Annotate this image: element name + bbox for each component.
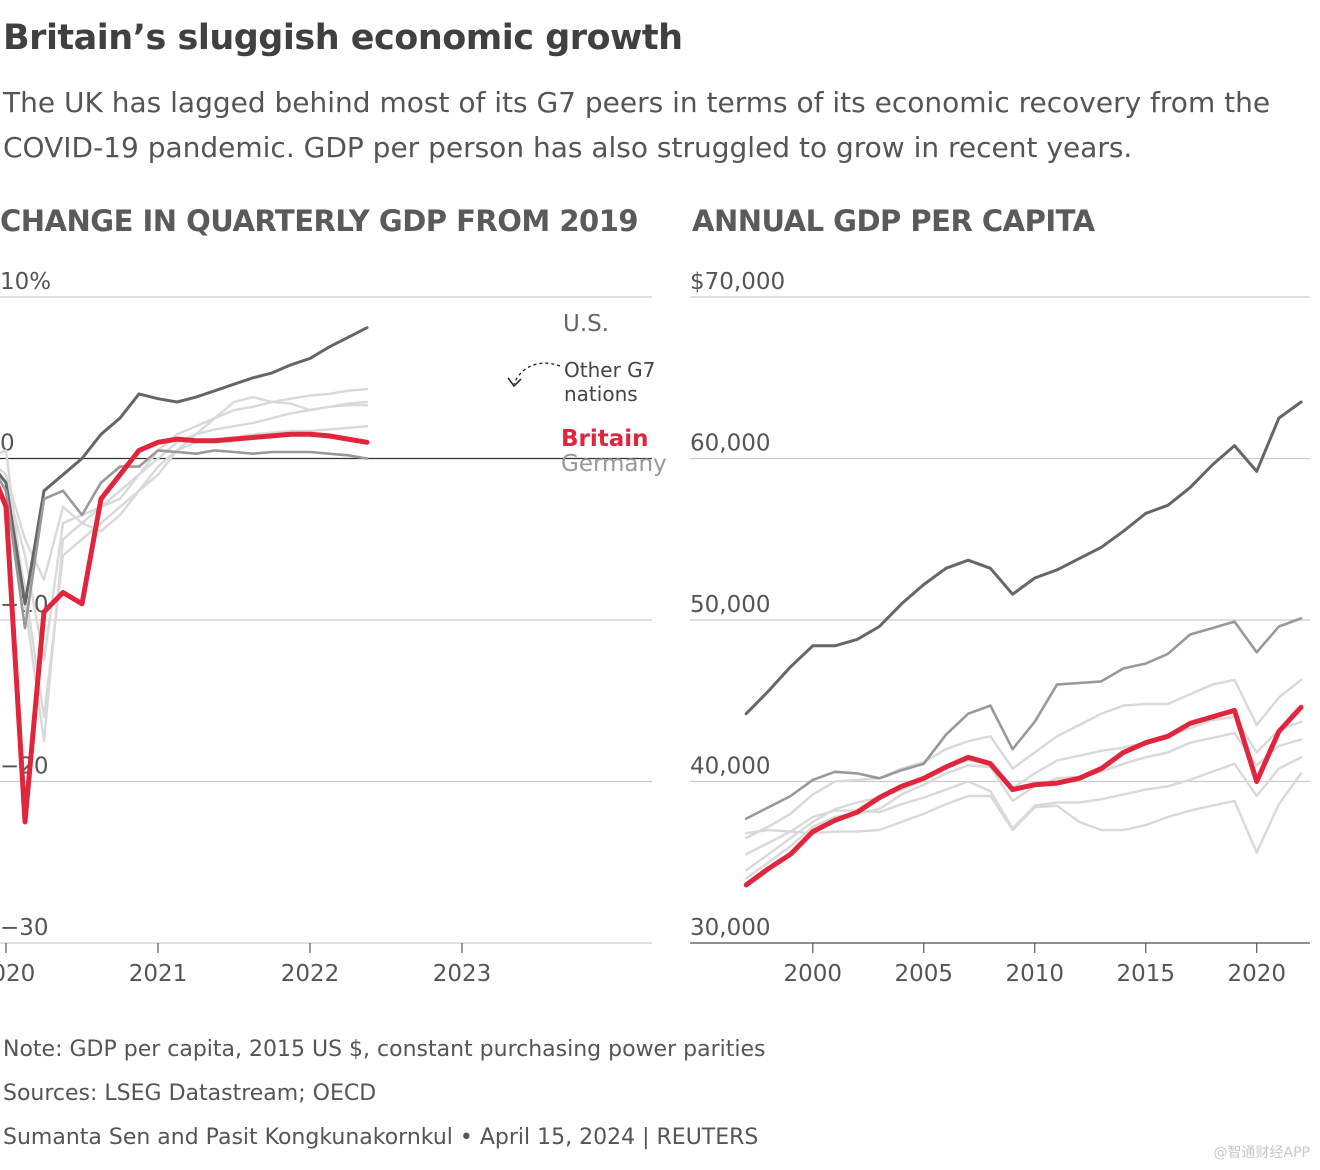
label-other-g7-line1: Other G7: [564, 358, 655, 382]
left-series-other-g7-2-line: [0, 395, 369, 719]
right-series-germany-line: [744, 617, 1303, 820]
footer-credit: Sumanta Sen and Pasit Kongkunakornkul • …: [3, 1125, 759, 1150]
left-y-tick-label: 0: [0, 431, 15, 457]
right-series-other-2-line: [744, 715, 1303, 872]
label-germany: Germany: [561, 451, 667, 477]
left-series-u-s-line: [0, 326, 369, 606]
left-series-britain-line: [0, 431, 370, 825]
footer-note: Note: GDP per capita, 2015 US $, constan…: [3, 1037, 766, 1062]
right-x-tick-label: 2010: [1005, 961, 1064, 987]
label-britain: Britain: [561, 426, 649, 452]
right-x-tick-label: 2000: [784, 961, 843, 987]
left-series-germany-line: [0, 449, 369, 630]
gdp-per-capita-chart: $70,000 60,000 50,000 40,000 30,000 2000 2005 2…: [690, 269, 1310, 987]
right-x-tick-label: 2015: [1116, 961, 1175, 987]
right-series-other-4-line: [744, 756, 1303, 856]
left-x-tick-label: 2022: [281, 961, 340, 987]
right-y-tick-label: $70,000: [690, 269, 785, 295]
right-x-tick-label: 2005: [894, 961, 953, 987]
left-x-tick-label: 2020: [0, 961, 35, 987]
right-chart-title: ANNUAL GDP PER CAPITA: [692, 204, 1095, 238]
right-y-tick-label: 60,000: [690, 431, 770, 457]
page-subtitle: The UK has lagged behind most of its G7 …: [3, 80, 1318, 170]
right-series-u-s-line: [744, 400, 1303, 716]
right-y-tick-label: 40,000: [690, 754, 770, 780]
right-series-other-1-line: [744, 678, 1303, 840]
subtitle-line-1: The UK has lagged behind most of its G7 …: [3, 86, 1271, 119]
subtitle-line-2: COVID-19 pandemic. GDP per person has al…: [3, 131, 1133, 164]
left-chart-title: CHANGE IN QUARTERLY GDP FROM 2019: [0, 204, 639, 238]
others-arrow-head: [507, 377, 522, 388]
right-y-tick-label: 50,000: [690, 592, 770, 618]
watermark: @智通财经APP: [1213, 1145, 1310, 1161]
left-x-tick-label: 2021: [129, 961, 188, 987]
left-x-tick-label: 2023: [433, 961, 492, 987]
footer-sources: Sources: LSEG Datastream; OECD: [3, 1081, 377, 1106]
right-x-tick-label: 2020: [1227, 961, 1286, 987]
left-series-other-g7-1-line: [0, 387, 369, 743]
right-series-other-5-line: [744, 772, 1303, 854]
quarterly-gdp-chart: 10%0−10−20−302020202120222023U.S.Other G…: [0, 269, 667, 987]
right-y-tick-label: 30,000: [690, 915, 770, 941]
left-series-other-g7-3-line: [0, 400, 369, 662]
label-other-g7-line2: nations: [564, 382, 638, 406]
others-arrow-curve: [513, 362, 561, 385]
page-title: Britain’s sluggish economic growth: [3, 18, 683, 58]
label-us: U.S.: [563, 311, 609, 337]
left-y-tick-label: −30: [0, 915, 49, 941]
right-series-britain-line: [743, 704, 1304, 888]
left-series-other-g7-4-line: [0, 424, 369, 581]
left-y-tick-label: 10%: [0, 269, 51, 295]
